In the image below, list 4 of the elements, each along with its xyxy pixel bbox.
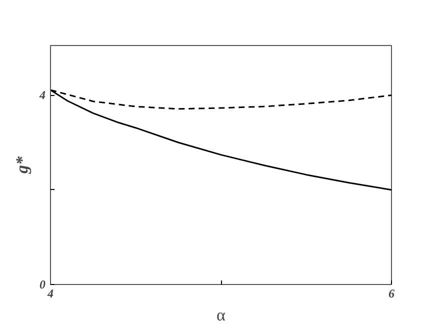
y-axis-title: g* (12, 156, 32, 174)
y-tick-label: 0 (40, 278, 46, 292)
x-axis-title: α (216, 306, 226, 324)
x-tick-label: 6 (388, 286, 394, 300)
